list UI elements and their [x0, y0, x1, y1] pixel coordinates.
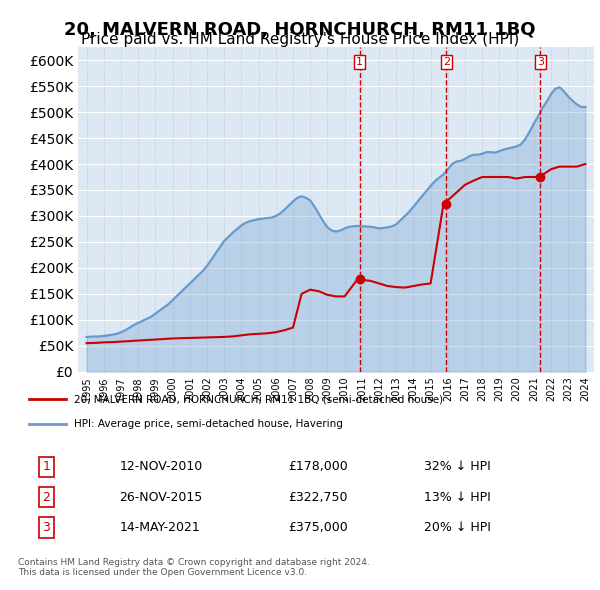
Text: £178,000: £178,000	[289, 460, 349, 473]
Text: Price paid vs. HM Land Registry's House Price Index (HPI): Price paid vs. HM Land Registry's House …	[81, 32, 519, 47]
Text: 26-NOV-2015: 26-NOV-2015	[119, 491, 203, 504]
Text: 1: 1	[42, 460, 50, 473]
Text: 3: 3	[537, 57, 544, 67]
Text: 12-NOV-2010: 12-NOV-2010	[119, 460, 203, 473]
Text: 2: 2	[42, 491, 50, 504]
Text: £322,750: £322,750	[289, 491, 348, 504]
Text: 1: 1	[356, 57, 363, 67]
Text: £375,000: £375,000	[289, 521, 349, 534]
Text: 20% ↓ HPI: 20% ↓ HPI	[424, 521, 491, 534]
Text: 13% ↓ HPI: 13% ↓ HPI	[424, 491, 491, 504]
Text: 14-MAY-2021: 14-MAY-2021	[119, 521, 200, 534]
Text: 20, MALVERN ROAD, HORNCHURCH, RM11 1BQ (semi-detached house): 20, MALVERN ROAD, HORNCHURCH, RM11 1BQ (…	[74, 394, 443, 404]
Text: 2: 2	[443, 57, 450, 67]
Text: Contains HM Land Registry data © Crown copyright and database right 2024.
This d: Contains HM Land Registry data © Crown c…	[18, 558, 370, 577]
Text: 3: 3	[42, 521, 50, 534]
Text: 32% ↓ HPI: 32% ↓ HPI	[424, 460, 491, 473]
Text: 20, MALVERN ROAD, HORNCHURCH, RM11 1BQ: 20, MALVERN ROAD, HORNCHURCH, RM11 1BQ	[64, 21, 536, 39]
Text: HPI: Average price, semi-detached house, Havering: HPI: Average price, semi-detached house,…	[74, 419, 343, 429]
